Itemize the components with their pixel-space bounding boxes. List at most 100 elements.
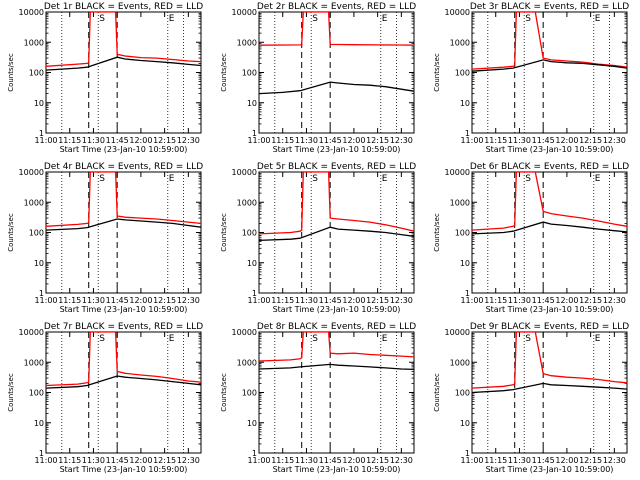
y-tick-label: 100 — [455, 229, 470, 238]
chart-title: Det 2r BLACK = Events, RED = LLD — [257, 2, 416, 12]
x-tick-label: 11:15 — [58, 456, 81, 465]
y-tick-label: 1000 — [24, 38, 44, 47]
x-tick-label: 11:30 — [508, 456, 531, 465]
plot-frame — [45, 171, 202, 294]
x-tick-label: 11:00 — [460, 456, 483, 465]
series-line-black — [472, 382, 627, 394]
y-tick-label: 10000 — [445, 168, 470, 177]
y-tick-label: 1000 — [450, 198, 470, 207]
x-tick-label: 12:15 — [579, 456, 602, 465]
y-tick-label: 10000 — [232, 8, 257, 17]
series-line-black — [46, 56, 201, 71]
chart-panel-1: Det 1r BLACK = Events, RED = LLD S E 1 10 100… — [7, 2, 203, 154]
series-line-red — [472, 172, 627, 231]
y-tick-label: 10000 — [445, 8, 470, 17]
y-tick-label: 1 — [252, 449, 257, 458]
x-tick-label: 11:30 — [82, 296, 105, 305]
y-tick-label: 1000 — [237, 198, 257, 207]
y-tick-label: 10 — [34, 99, 44, 108]
y-axis-label: Counts/sec — [7, 213, 15, 252]
y-tick-label: 1 — [465, 289, 470, 298]
y-tick-label: 10000 — [19, 168, 44, 177]
chart-title: Det 7r BLACK = Events, RED = LLD — [44, 322, 203, 332]
chart-title: Det 9r BLACK = Events, RED = LLD — [470, 322, 629, 332]
x-tick-label: 11:15 — [271, 136, 294, 145]
y-tick-label: 10000 — [232, 168, 257, 177]
series-line-red — [259, 172, 414, 235]
y-tick-label: 100 — [29, 69, 44, 78]
marker-e: E — [382, 174, 388, 184]
y-tick-label: 1000 — [24, 358, 44, 367]
x-tick-label: 11:00 — [247, 136, 270, 145]
x-tick-label: 11:15 — [271, 296, 294, 305]
x-axis-label: Start Time (23-Jan-10 10:59:00) — [273, 305, 401, 314]
x-tick-label: 11:30 — [508, 136, 531, 145]
x-tick-label: 11:15 — [484, 296, 507, 305]
x-tick-label: 12:30 — [390, 296, 413, 305]
x-axis-label: Start Time (23-Jan-10 10:59:00) — [486, 465, 614, 474]
marker-s: S — [525, 174, 531, 184]
series-line-red — [472, 332, 627, 389]
y-tick-label: 10 — [460, 419, 470, 428]
marker-e: E — [595, 174, 601, 184]
x-tick-label: 12:00 — [129, 136, 152, 145]
y-tick-label: 100 — [242, 69, 257, 78]
y-tick-label: 10 — [34, 259, 44, 268]
x-tick-label: 12:15 — [579, 136, 602, 145]
y-axis-label: Counts/sec — [220, 53, 228, 92]
x-tick-label: 12:00 — [342, 296, 365, 305]
x-tick-label: 12:00 — [342, 456, 365, 465]
x-tick-label: 12:15 — [366, 456, 389, 465]
plot-frame — [471, 11, 628, 134]
x-tick-label: 11:15 — [271, 456, 294, 465]
marker-s: S — [99, 334, 105, 344]
marker-e: E — [382, 14, 388, 24]
y-tick-label: 100 — [29, 389, 44, 398]
x-tick-label: 11:45 — [532, 456, 555, 465]
marker-e: E — [595, 334, 601, 344]
y-axis-label: Counts/sec — [220, 373, 228, 412]
chart-title: Det 8r BLACK = Events, RED = LLD — [257, 322, 416, 332]
x-tick-label: 12:30 — [390, 136, 413, 145]
chart-panel-4: Det 4r BLACK = Events, RED = LLD S E 1 10 100… — [7, 162, 203, 314]
y-tick-label: 1000 — [24, 198, 44, 207]
x-tick-label: 11:45 — [319, 456, 342, 465]
series-line-black — [472, 59, 627, 72]
x-tick-label: 11:45 — [106, 136, 129, 145]
y-axis-label: Counts/sec — [433, 373, 441, 412]
y-axis-label: Counts/sec — [220, 213, 228, 252]
x-axis-label: Start Time (23-Jan-10 10:59:00) — [273, 465, 401, 474]
x-axis-label: Start Time (23-Jan-10 10:59:00) — [273, 145, 401, 154]
x-tick-label: 12:30 — [390, 456, 413, 465]
marker-e: E — [595, 14, 601, 24]
x-axis-label: Start Time (23-Jan-10 10:59:00) — [486, 305, 614, 314]
x-tick-label: 11:00 — [247, 456, 270, 465]
y-tick-label: 10 — [247, 99, 257, 108]
y-tick-label: 10 — [460, 99, 470, 108]
x-axis-label: Start Time (23-Jan-10 10:59:00) — [60, 145, 188, 154]
y-tick-label: 10000 — [445, 328, 470, 337]
y-axis-label: Counts/sec — [7, 53, 15, 92]
plot-frame — [45, 331, 202, 454]
x-tick-label: 12:15 — [579, 296, 602, 305]
x-tick-label: 12:00 — [129, 456, 152, 465]
x-tick-label: 11:30 — [82, 136, 105, 145]
x-tick-label: 12:15 — [366, 136, 389, 145]
chart-panel-5: Det 5r BLACK = Events, RED = LLD S E 1 10 100… — [220, 162, 416, 314]
x-tick-label: 11:30 — [295, 296, 318, 305]
y-tick-label: 1000 — [450, 38, 470, 47]
y-axis-label: Counts/sec — [7, 373, 15, 412]
x-tick-label: 11:45 — [319, 296, 342, 305]
series-line-red — [46, 172, 201, 227]
chart-panel-8: Det 8r BLACK = Events, RED = LLD S E 1 10 100… — [220, 322, 416, 474]
x-tick-label: 11:30 — [82, 456, 105, 465]
x-tick-label: 11:30 — [295, 136, 318, 145]
x-tick-label: 11:00 — [34, 456, 57, 465]
x-tick-label: 12:30 — [177, 456, 200, 465]
marker-e: E — [169, 174, 175, 184]
plot-frame — [258, 11, 415, 134]
x-tick-label: 12:30 — [603, 136, 626, 145]
y-tick-label: 10000 — [19, 8, 44, 17]
y-tick-label: 100 — [242, 389, 257, 398]
x-tick-label: 12:00 — [129, 296, 152, 305]
